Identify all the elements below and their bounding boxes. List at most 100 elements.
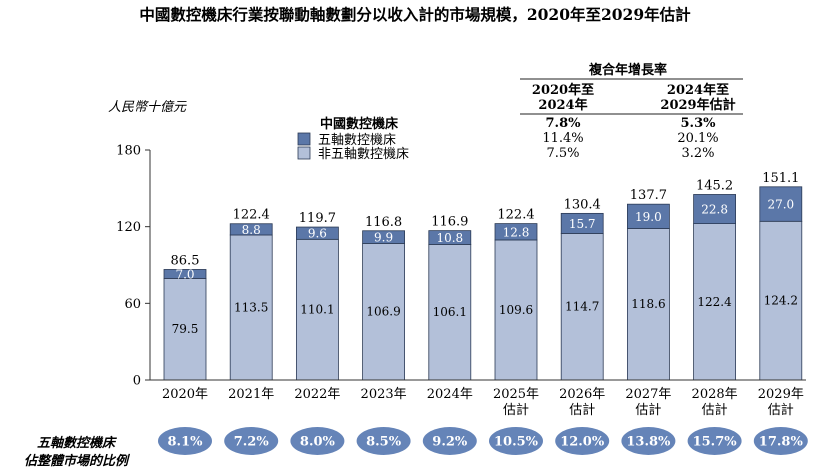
x-tick-label: 估計: [569, 402, 595, 418]
cagr-non-five-axis-2: 3.2%: [681, 146, 714, 161]
cagr-non-five-axis-1: 7.5%: [546, 146, 579, 161]
value-label-five-axis: 12.8: [503, 225, 530, 239]
bar-five-axis: [428, 230, 472, 245]
share-label-line1: 五軸數控機床: [37, 435, 117, 451]
legend-label-five-axis: 五軸數控機床: [318, 133, 396, 148]
x-tick-label: 估計: [768, 402, 794, 418]
value-label-five-axis: 8.8: [242, 223, 261, 237]
share-ellipse: [224, 427, 279, 455]
value-label-five-axis: 22.8: [701, 203, 728, 217]
bar-non-five-axis: [163, 278, 207, 381]
share-ellipse: [687, 427, 742, 455]
bar-non-five-axis: [560, 233, 604, 381]
value-label-five-axis: 15.7: [569, 217, 596, 231]
bar-non-five-axis: [494, 239, 538, 381]
bar-five-axis: [295, 226, 339, 240]
cagr-total-1: 7.8%: [546, 116, 582, 131]
cagr-five-axis-2: 20.1%: [677, 131, 718, 146]
value-label-five-axis: 9.9: [374, 231, 393, 245]
cagr-header-2-line1: 2024年至: [667, 82, 729, 98]
bar-non-five-axis: [428, 244, 472, 381]
legend-title: 中國數控機床: [320, 116, 399, 132]
bar-five-axis: [693, 194, 736, 224]
total-label: 116.8: [365, 215, 402, 230]
value-label-non-five-axis: 109.6: [499, 303, 533, 317]
value-label-non-five-axis: 122.4: [697, 295, 732, 309]
y-tick-label: 60: [124, 297, 141, 312]
share-label-line2: 佔整體市場的比例: [24, 453, 131, 469]
x-tick-label: 2025年: [493, 387, 539, 402]
cagr-header-1-line1: 2020年至: [532, 82, 594, 98]
share-ellipses: 8.1% 7.2% 8.0% 8.5% 9.2% 10.5% 12.0% 13.8% 15.7%…: [158, 427, 808, 455]
x-tick-label: 2024年: [427, 387, 473, 402]
value-label-five-axis: 10.8: [436, 231, 463, 245]
x-tick-label: 估計: [503, 402, 529, 418]
value-label-five-axis: 7.0: [175, 267, 194, 281]
total-label: 130.4: [564, 197, 601, 212]
x-tick-label: 估計: [702, 402, 728, 418]
value-label-non-five-axis: 124.2: [764, 294, 798, 308]
legend-swatch-non-five-axis: [297, 146, 311, 160]
share-value: 8.0%: [300, 435, 336, 450]
bar-five-axis: [627, 203, 670, 229]
share-value: 17.8%: [759, 435, 804, 450]
x-tick-label: 估計: [635, 402, 661, 418]
legend-label-non-five-axis: 非五軸數控機床: [318, 147, 409, 162]
bar-five-axis: [163, 269, 207, 279]
bar-five-axis: [494, 223, 538, 241]
value-label-non-five-axis: 118.6: [631, 297, 665, 311]
share-ellipse: [158, 427, 212, 455]
share-value: 10.5%: [494, 435, 539, 450]
share-value: 9.2%: [432, 435, 468, 450]
x-tick-label: 2021年: [228, 387, 274, 402]
value-label-five-axis: 19.0: [635, 210, 662, 224]
bar-non-five-axis: [627, 228, 670, 381]
value-label-five-axis: 27.0: [767, 198, 794, 212]
x-tick-label: 2027年: [625, 387, 671, 402]
total-label: 116.9: [431, 215, 468, 230]
total-label: 122.4: [233, 208, 270, 223]
y-tick-label: 180: [116, 144, 141, 159]
x-tick-label: 2028年: [692, 387, 738, 402]
legend-swatch-five-axis: [297, 132, 311, 146]
share-ellipse: [555, 427, 610, 455]
total-label: 122.4: [497, 208, 534, 223]
cagr-five-axis-1: 11.4%: [542, 131, 583, 146]
share-value: 8.5%: [366, 435, 402, 450]
share-ellipse: [753, 427, 808, 455]
bars: 79.57.086.5113.58.8122.4110.19.6119.7106…: [163, 171, 803, 381]
cagr-header-1-line2: 2024年: [538, 97, 587, 113]
total-label: 145.2: [696, 178, 733, 193]
value-label-non-five-axis: 113.5: [234, 300, 268, 314]
bar-five-axis: [560, 212, 604, 234]
bar-five-axis: [229, 223, 273, 236]
x-tick-label: 2022年: [294, 387, 340, 402]
x-tick-label: 2020年: [162, 387, 208, 402]
cagr-total-2: 5.3%: [681, 116, 717, 131]
bar-non-five-axis: [693, 223, 736, 381]
share-value: 15.7%: [693, 435, 738, 450]
x-tick-label: 2026年: [559, 387, 605, 402]
bar-non-five-axis: [362, 243, 406, 381]
total-label: 86.5: [171, 253, 200, 268]
y-tick-label: 120: [116, 220, 141, 235]
cagr-table: 複合年增長率 2020年至 2024年 2024年至 2029年估計 7.8% …: [520, 62, 743, 161]
share-ellipse: [422, 427, 477, 455]
bar-non-five-axis: [759, 220, 803, 381]
value-label-non-five-axis: 110.1: [300, 303, 334, 317]
share-value: 8.1%: [168, 435, 204, 450]
chart-title: 中國數控機床行業按聯動軸數劃分以收入計的市場規模，2020年至2029年估計: [139, 5, 691, 24]
share-value: 13.8%: [626, 435, 671, 450]
share-ellipse: [356, 427, 411, 455]
value-label-non-five-axis: 106.1: [433, 305, 467, 319]
x-tick-label: 2023年: [361, 387, 407, 402]
x-axis-labels: 2020年 2021年 2022年 2023年 2024年 2025年估計2026年估計2…: [162, 387, 804, 418]
share-ellipse: [290, 427, 345, 455]
value-label-non-five-axis: 79.5: [172, 322, 199, 336]
share-ellipse: [489, 427, 543, 455]
cagr-header-2-line2: 2029年估計: [660, 97, 735, 113]
bar-five-axis: [759, 186, 803, 222]
share-value: 7.2%: [234, 435, 270, 450]
total-label: 137.7: [630, 188, 667, 203]
